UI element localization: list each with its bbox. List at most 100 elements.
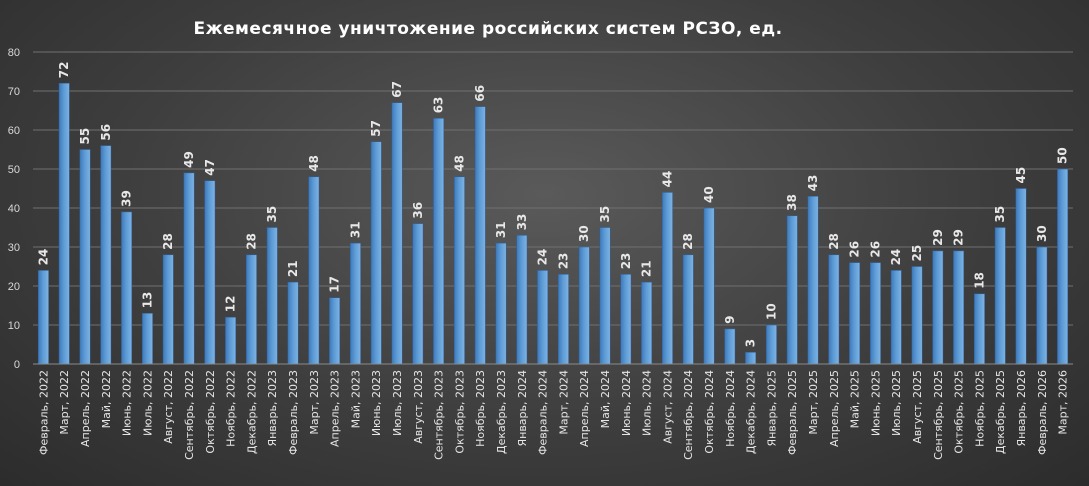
x-tick-label: Февраль, 2023 — [287, 370, 300, 455]
bar — [786, 215, 798, 365]
bar — [433, 118, 445, 365]
data-label: 31 — [348, 221, 362, 238]
x-tick-label: Декабрь, 2025 — [994, 370, 1007, 454]
x-tick-label: Июль, 2023 — [391, 370, 404, 436]
x-tick-label: Апрель, 2022 — [79, 370, 92, 447]
data-label: 26 — [848, 241, 862, 258]
data-label: 29 — [931, 229, 945, 246]
x-tick-label: Июль, 2022 — [141, 370, 154, 436]
data-label: 23 — [556, 253, 570, 270]
x-tick-label: Ноябрь, 2025 — [973, 370, 986, 447]
x-tick-label: Февраль, 2024 — [537, 370, 550, 455]
bar — [661, 192, 673, 365]
bar — [994, 227, 1006, 365]
bar — [329, 297, 341, 365]
x-tick-label: Июнь, 2023 — [370, 370, 383, 436]
bar — [37, 270, 49, 365]
bar — [641, 281, 653, 365]
y-tick-label: 60 — [8, 125, 20, 137]
data-label: 28 — [161, 233, 175, 250]
x-tick-label: Сентябрь, 2025 — [932, 370, 945, 460]
data-label: 56 — [99, 124, 113, 141]
x-tick-label: Февраль, 2025 — [786, 370, 799, 455]
x-tick-label: Август, 2024 — [661, 370, 674, 444]
data-label: 45 — [1014, 167, 1028, 184]
x-tick-label: Сентябрь, 2024 — [682, 370, 695, 460]
x-tick-label: Сентябрь, 2022 — [183, 370, 196, 460]
data-label: 55 — [78, 128, 92, 145]
x-tick-label: Апрель, 2025 — [828, 370, 841, 447]
bar — [1015, 188, 1027, 365]
data-label: 35 — [598, 206, 612, 223]
x-tick-label: Апрель, 2023 — [329, 370, 342, 447]
bar — [370, 141, 382, 365]
data-label: 13 — [140, 292, 154, 309]
bar — [869, 262, 881, 365]
bar — [828, 254, 840, 365]
x-tick-label: Август, 2022 — [162, 370, 175, 444]
x-tick-label: Июль, 2025 — [890, 370, 903, 436]
x-tick-label: Сентябрь, 2023 — [433, 370, 446, 460]
x-tick-label: Июнь, 2022 — [121, 370, 134, 436]
x-tick-label: Январь, 2025 — [765, 370, 778, 447]
data-label: 24 — [889, 249, 903, 266]
bar — [765, 324, 777, 365]
bar — [204, 180, 216, 365]
data-label: 30 — [1035, 225, 1049, 242]
bar — [745, 352, 757, 365]
y-tick-label: 50 — [8, 164, 20, 176]
bar — [599, 227, 611, 365]
data-label: 17 — [328, 276, 342, 293]
y-tick-label: 40 — [8, 203, 20, 215]
data-label: 57 — [369, 120, 383, 137]
x-tick-label: Июнь, 2024 — [620, 370, 633, 436]
bar — [349, 242, 361, 365]
chart-title: Ежемесячное уничтожение российских систе… — [193, 19, 782, 39]
y-tick-label: 70 — [8, 86, 20, 98]
bar — [412, 223, 424, 365]
x-tick-label: Февраль, 2022 — [37, 370, 50, 455]
bar — [973, 293, 985, 365]
y-axis-ticks: 0 10 20 30 40 50 60 70 80 — [8, 47, 20, 371]
bar — [453, 176, 465, 365]
data-label: 38 — [785, 194, 799, 211]
data-label: 26 — [868, 241, 882, 258]
data-label: 24 — [36, 249, 50, 266]
x-tick-label: Март, 2025 — [807, 370, 820, 435]
bar — [308, 176, 320, 365]
bar — [100, 145, 112, 365]
x-tick-label: Декабрь, 2024 — [745, 370, 758, 454]
data-label: 18 — [972, 272, 986, 289]
bar — [849, 262, 861, 365]
bar — [121, 211, 133, 365]
data-label: 48 — [452, 155, 466, 172]
x-tick-label: Май, 2024 — [599, 370, 612, 428]
x-tick-label: Май, 2025 — [849, 370, 862, 428]
data-label: 63 — [432, 97, 446, 114]
data-label: 44 — [660, 171, 674, 188]
bar — [474, 106, 486, 365]
x-tick-label: Декабрь, 2023 — [495, 370, 508, 454]
x-tick-label: Январь, 2023 — [266, 370, 279, 447]
data-label: 25 — [910, 245, 924, 262]
data-label: 67 — [390, 81, 404, 98]
data-label: 49 — [182, 151, 196, 168]
x-axis-ticks: Февраль, 2022 Март, 2022 Апрель, 2022 Май, … — [37, 370, 1069, 460]
data-label: 29 — [952, 229, 966, 246]
data-label: 3 — [744, 339, 758, 347]
x-tick-label: Октябрь, 2023 — [453, 370, 466, 454]
bar — [578, 246, 590, 365]
data-label: 28 — [681, 233, 695, 250]
bar — [287, 281, 299, 365]
data-label: 72 — [57, 61, 71, 78]
bar — [225, 316, 237, 365]
y-tick-label: 80 — [8, 47, 20, 59]
bar — [911, 266, 923, 365]
data-label: 35 — [993, 206, 1007, 223]
x-tick-label: Март, 2024 — [557, 370, 570, 435]
x-tick-label: Октябрь, 2025 — [953, 370, 966, 454]
bar — [932, 250, 944, 365]
data-label: 28 — [827, 233, 841, 250]
bar — [620, 274, 632, 365]
